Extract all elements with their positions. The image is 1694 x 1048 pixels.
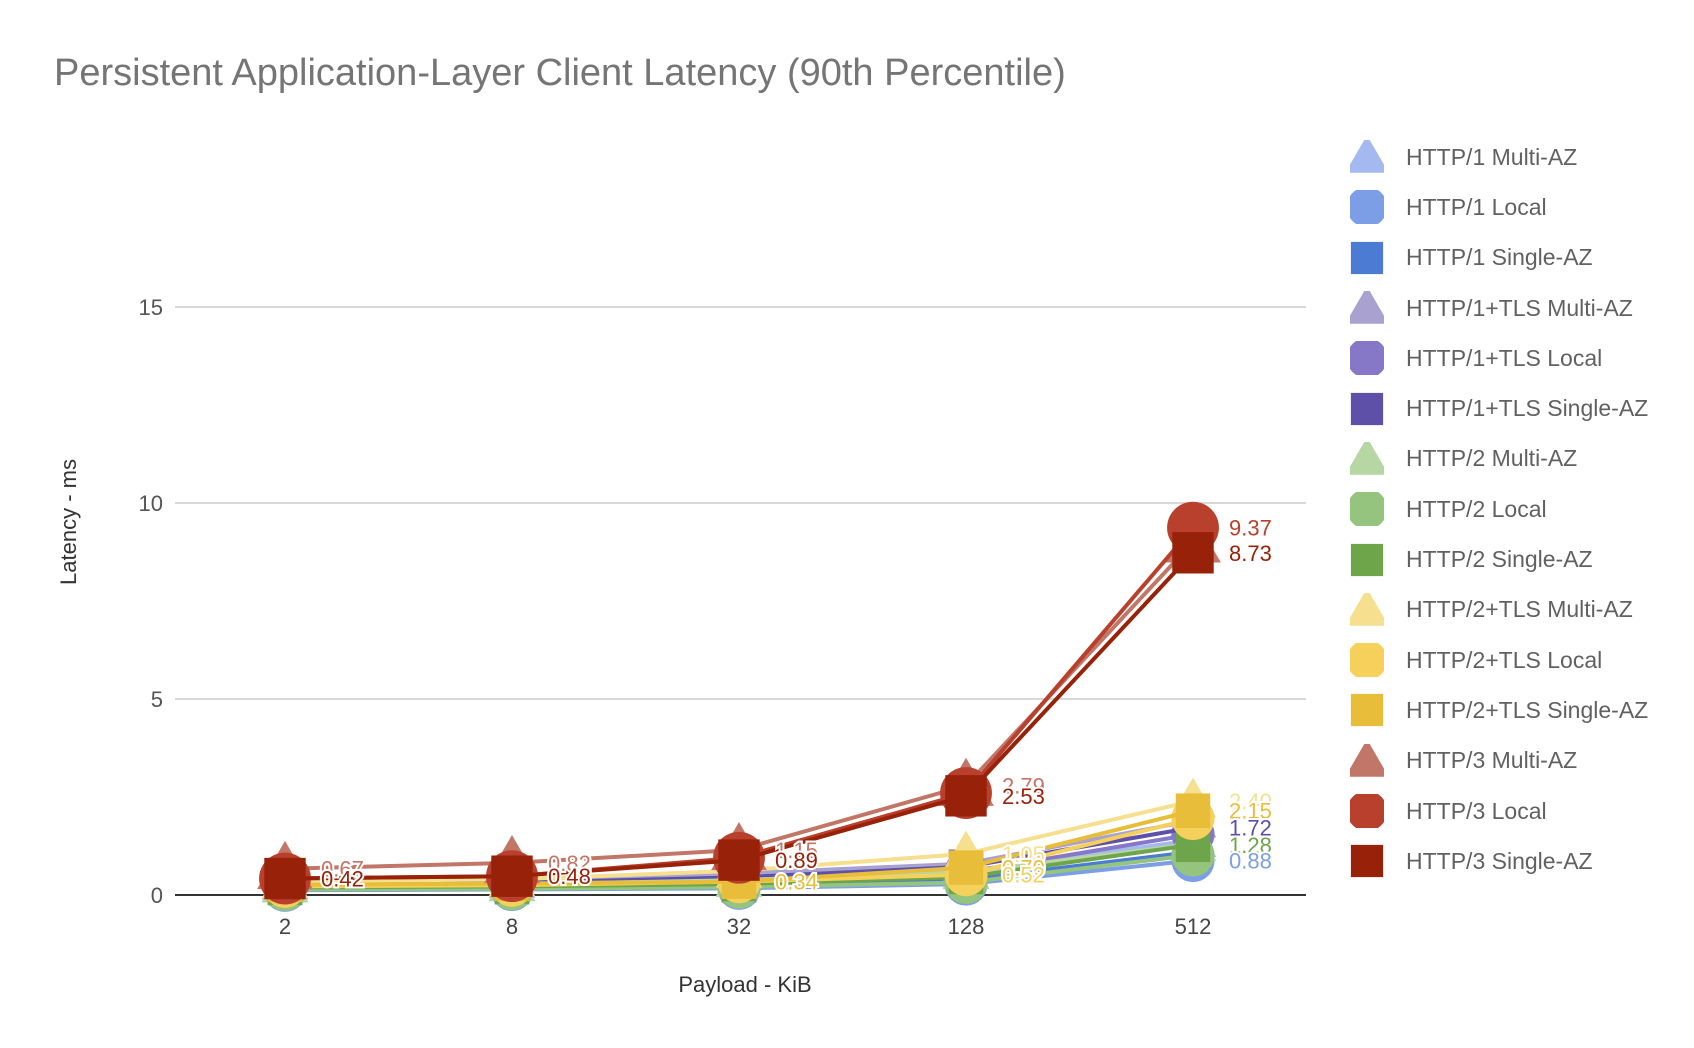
data-label: 1.15: [775, 838, 818, 863]
data-label: 0.88: [1229, 849, 1272, 874]
data-label: 0.89: [775, 848, 818, 873]
legend-label: HTTP/1 Multi-AZ: [1406, 143, 1578, 170]
triangle-icon: [1350, 140, 1384, 174]
square-icon: [1350, 392, 1384, 426]
legend-label: HTTP/1+TLS Multi-AZ: [1406, 294, 1633, 321]
data-point: [945, 775, 987, 817]
data-label: 2.79: [1002, 774, 1045, 799]
y-axis-title: Latency - ms: [56, 459, 81, 585]
data-label: 1.05: [1002, 842, 1045, 867]
data-point: [264, 857, 306, 900]
data-label: 1.28: [1229, 833, 1272, 858]
legend-label: HTTP/1 Single-AZ: [1406, 244, 1593, 271]
x-tick-label: 512: [1175, 914, 1212, 939]
circle-icon: [1350, 794, 1384, 828]
legend-label: HTTP/3 Multi-AZ: [1406, 747, 1578, 774]
data-point: [718, 839, 760, 881]
legend-label: HTTP/3 Local: [1406, 797, 1547, 824]
data-label: 2.15: [1229, 799, 1272, 824]
legend-item: HTTP/3 Multi-AZ: [1350, 736, 1690, 786]
triangle-icon: [1350, 441, 1384, 476]
data-label: 0.34: [775, 870, 818, 895]
legend-label: HTTP/1 Local: [1406, 193, 1547, 220]
y-tick-label: 5: [151, 687, 163, 712]
legend-label: HTTP/3 Single-AZ: [1406, 847, 1593, 874]
legend-item: HTTP/1+TLS Local: [1350, 333, 1690, 383]
square-icon: [1350, 543, 1384, 577]
legend-item: HTTP/2 Multi-AZ: [1350, 434, 1690, 484]
triangle-icon: [1350, 743, 1384, 778]
square-icon: [1350, 844, 1384, 878]
x-tick-label: 8: [506, 914, 518, 939]
data-label: 0.52: [1002, 863, 1045, 888]
legend-label: HTTP/2 Single-AZ: [1406, 546, 1593, 573]
x-tick-label: 128: [948, 914, 985, 939]
circle-icon: [1350, 492, 1384, 527]
legend: HTTP/1 Multi-AZ HTTP/1 Local HTTP/1 Single…: [1350, 132, 1690, 886]
data-label: 2.53: [1002, 784, 1045, 809]
chart-title: Persistent Application-Layer Client Late…: [54, 52, 1066, 94]
legend-item: HTTP/2+TLS Local: [1350, 635, 1690, 685]
legend-label: HTTP/2+TLS Multi-AZ: [1406, 596, 1633, 623]
series-lines: [257, 501, 1221, 912]
data-labels: 0.670.42 0.820.48 1.150.890.34 2.792.53 1.05…: [319, 514, 1274, 897]
data-label: 0.70: [1002, 856, 1045, 881]
data-point: [1175, 793, 1211, 828]
legend-label: HTTP/1+TLS Local: [1406, 344, 1603, 371]
data-point: [1172, 532, 1214, 574]
data-label: 1.72: [1229, 816, 1272, 841]
y-tick-label: 10: [139, 491, 163, 516]
legend-item: HTTP/1 Single-AZ: [1350, 233, 1690, 283]
data-label: 0.48: [548, 864, 591, 889]
legend-item: HTTP/1 Local: [1350, 182, 1690, 232]
y-tick-label: 0: [151, 883, 163, 908]
circle-icon: [1350, 341, 1384, 376]
series-http-3-single-az: [264, 532, 1214, 900]
axes: 0 5 10 15 2 8 32 128 512: [139, 295, 1306, 939]
legend-item: HTTP/3 Local: [1350, 786, 1690, 836]
square-icon: [1350, 693, 1384, 727]
data-label: 0.82: [548, 851, 591, 876]
legend-label: HTTP/1+TLS Single-AZ: [1406, 395, 1649, 422]
legend-item: HTTP/2 Local: [1350, 484, 1690, 534]
y-tick-label: 15: [139, 295, 163, 320]
data-point: [491, 855, 533, 897]
legend-item: HTTP/2+TLS Single-AZ: [1350, 685, 1690, 735]
data-label: 2.40: [1229, 789, 1272, 814]
x-axis-title: Payload - KiB: [678, 972, 811, 997]
legend-item: HTTP/2+TLS Multi-AZ: [1350, 585, 1690, 635]
circle-icon: [1350, 190, 1384, 225]
legend-item: HTTP/1 Multi-AZ: [1350, 132, 1690, 182]
legend-item: HTTP/1+TLS Single-AZ: [1350, 383, 1690, 433]
legend-item: HTTP/2 Single-AZ: [1350, 534, 1690, 584]
triangle-icon: [1350, 291, 1384, 325]
x-tick-label: 32: [727, 914, 751, 939]
x-tick-label: 2: [279, 914, 291, 939]
data-label: 0.67: [321, 857, 364, 882]
data-label: 8.73: [1229, 541, 1272, 566]
square-icon: [1350, 241, 1384, 275]
legend-label: HTTP/2+TLS Single-AZ: [1406, 696, 1649, 723]
legend-label: HTTP/2+TLS Local: [1406, 646, 1603, 673]
legend-item: HTTP/3 Single-AZ: [1350, 836, 1690, 886]
data-label: 0.42: [321, 867, 364, 892]
triangle-icon: [1350, 592, 1384, 627]
circle-icon: [1350, 643, 1384, 678]
legend-item: HTTP/1+TLS Multi-AZ: [1350, 283, 1690, 333]
data-label: 9.37: [1229, 516, 1272, 541]
legend-label: HTTP/2 Local: [1406, 495, 1547, 522]
data-point: [948, 850, 984, 885]
gridlines: [175, 306, 1306, 700]
series-line: [284, 540, 1195, 871]
legend-label: HTTP/2 Multi-AZ: [1406, 445, 1578, 472]
